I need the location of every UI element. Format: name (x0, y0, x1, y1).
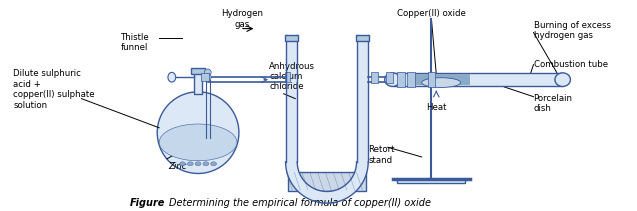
Bar (355, 35, 369, 41)
Bar (397, 179, 466, 183)
Text: Combustion tube: Combustion tube (534, 60, 608, 69)
Polygon shape (357, 35, 368, 162)
Text: Porcelain
dish: Porcelain dish (534, 94, 573, 113)
Bar (201, 73, 209, 81)
Bar (412, 74, 470, 85)
Text: Dilute sulphuric
acid +
copper(II) sulphate
solution: Dilute sulphuric acid + copper(II) sulph… (13, 69, 95, 110)
Ellipse shape (422, 78, 461, 87)
Text: Anhydrous
calcium
chloride: Anhydrous calcium chloride (269, 62, 315, 92)
Bar (194, 72, 202, 94)
Text: Determining the empirical formula of copper(II) oxide: Determining the empirical formula of cop… (169, 198, 431, 208)
Bar (371, 72, 378, 83)
Bar (285, 35, 298, 41)
Text: Heat: Heat (427, 103, 447, 112)
Bar (397, 72, 405, 87)
Circle shape (157, 92, 239, 173)
Ellipse shape (385, 73, 400, 87)
Text: Figure: Figure (130, 198, 166, 208)
Text: Hydrogen
gas: Hydrogen gas (221, 9, 263, 28)
Bar (386, 72, 392, 83)
Text: Thistle
funnel: Thistle funnel (120, 32, 149, 52)
Bar (392, 73, 562, 87)
Polygon shape (285, 35, 297, 162)
Bar (285, 72, 290, 82)
Circle shape (204, 69, 211, 76)
Ellipse shape (180, 162, 185, 166)
Bar (191, 69, 205, 74)
Ellipse shape (555, 73, 571, 87)
Text: Retort
stand: Retort stand (368, 145, 395, 165)
Ellipse shape (195, 162, 201, 166)
Polygon shape (285, 162, 368, 203)
Text: Zinc: Zinc (168, 162, 187, 171)
Bar (407, 72, 415, 87)
Ellipse shape (168, 72, 176, 82)
Circle shape (204, 74, 211, 81)
Ellipse shape (159, 124, 237, 161)
Ellipse shape (211, 162, 217, 166)
Text: Burning of excess
hydrogen gas: Burning of excess hydrogen gas (534, 21, 610, 40)
Bar (287, 172, 366, 191)
Text: Copper(II) oxide: Copper(II) oxide (397, 9, 466, 18)
Bar (427, 72, 435, 87)
Ellipse shape (187, 162, 193, 166)
Ellipse shape (203, 162, 209, 166)
